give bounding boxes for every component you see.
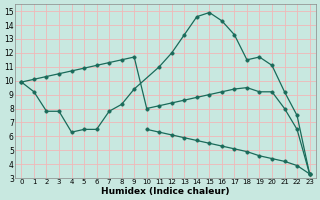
X-axis label: Humidex (Indice chaleur): Humidex (Indice chaleur) — [101, 187, 230, 196]
